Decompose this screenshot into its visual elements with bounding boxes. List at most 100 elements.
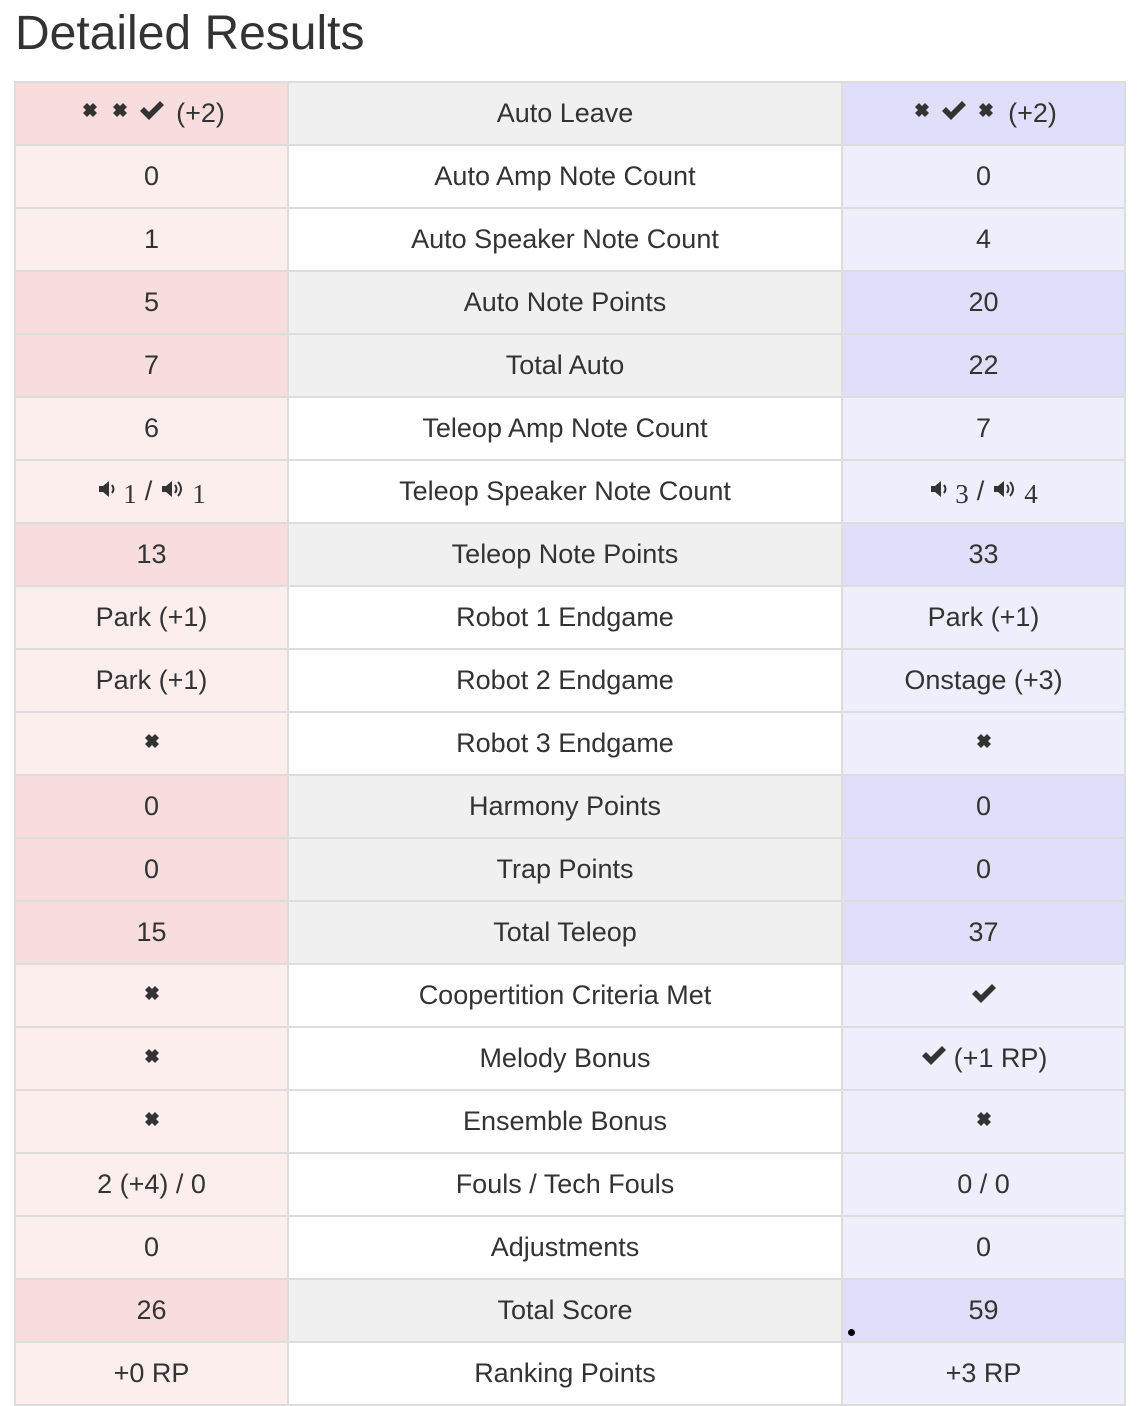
cross-icon [140,1107,164,1138]
page-title: Detailed Results [15,7,365,60]
speaker-unamplified-count: 1 [123,479,137,509]
blue-alliance-cell: 0 [841,1215,1126,1280]
red-alliance-cell: 0 [14,837,289,902]
speaker-amplified-icon [992,476,1020,507]
auto-leave-red-points: (+2) [176,98,225,128]
red-alliance-cell: 0 [14,774,289,839]
blue-alliance-cell: 59 [841,1278,1126,1343]
red-alliance-cell: 13 [14,522,289,587]
red-alliance-cell [14,963,289,1028]
red-alliance-cell [14,1026,289,1091]
cross-icon [140,981,164,1012]
detailed-results-table: (+2) Auto Leave (+2) [14,81,1126,1406]
blue-alliance-cell: (+2) [841,81,1126,146]
blue-alliance-cell: 3 / 4 [841,459,1126,524]
table-row: (+2) Auto Leave (+2) [14,81,1126,146]
cross-icon [140,1044,164,1075]
table-row: Ensemble Bonus [14,1089,1126,1154]
row-label: Harmony Points [287,774,843,839]
row-label: Robot 1 Endgame [287,585,843,650]
blue-alliance-cell: 0 [841,144,1126,209]
row-label: Auto Leave [287,81,843,146]
red-alliance-cell: 2 (+4) / 0 [14,1152,289,1217]
row-label: Fouls / Tech Fouls [287,1152,843,1217]
blue-alliance-cell: 22 [841,333,1126,398]
speaker-amplified-count: 1 [192,479,206,509]
red-alliance-cell: 7 [14,333,289,398]
red-alliance-cell: (+2) [14,81,289,146]
blue-alliance-cell: 0 [841,837,1126,902]
melody-bonus-rp: (+1 RP) [953,1043,1048,1073]
table-row: 5 Auto Note Points 20 [14,270,1126,335]
red-alliance-cell: 15 [14,900,289,965]
blue-alliance-cell [841,1089,1126,1154]
table-row: 26 Total Score 59 [14,1278,1126,1343]
red-alliance-cell: 1 [14,207,289,272]
check-icon [970,981,998,1012]
blue-alliance-cell: 7 [841,396,1126,461]
row-label: Adjustments [287,1215,843,1280]
blue-alliance-cell: Park (+1) [841,585,1126,650]
speaker-unamplified-count: 3 [955,479,969,509]
separator: / [144,476,153,506]
table-row: 0 Auto Amp Note Count 0 [14,144,1126,209]
table-row: Park (+1) Robot 1 Endgame Park (+1) [14,585,1126,650]
row-label: Total Teleop [287,900,843,965]
table-row: 13 Teleop Note Points 33 [14,522,1126,587]
table-row: 15 Total Teleop 37 [14,900,1126,965]
blue-alliance-cell: 4 [841,207,1126,272]
red-alliance-cell: 26 [14,1278,289,1343]
red-alliance-cell: Park (+1) [14,585,289,650]
row-label: Auto Speaker Note Count [287,207,843,272]
cross-icon [972,1107,996,1138]
red-alliance-cell: 1 / 1 [14,459,289,524]
blue-alliance-cell [841,963,1126,1028]
table-row: Melody Bonus (+1 RP) [14,1026,1126,1091]
speaker-amplified-count: 4 [1024,479,1038,509]
cross-icon [108,98,132,129]
row-label: Ranking Points [287,1341,843,1406]
blue-alliance-cell [841,711,1126,776]
red-alliance-cell: 0 [14,1215,289,1280]
row-label: Auto Amp Note Count [287,144,843,209]
row-label: Trap Points [287,837,843,902]
row-label: Robot 2 Endgame [287,648,843,713]
red-alliance-cell [14,1089,289,1154]
red-alliance-cell: 0 [14,144,289,209]
row-label: Ensemble Bonus [287,1089,843,1154]
red-alliance-cell: Park (+1) [14,648,289,713]
speaker-icon [929,476,951,507]
blue-alliance-cell: 0 [841,774,1126,839]
red-alliance-cell: +0 RP [14,1341,289,1406]
blue-alliance-cell: 33 [841,522,1126,587]
cross-icon [78,98,102,129]
cursor-dot [848,1329,855,1336]
row-label: Teleop Speaker Note Count [287,459,843,524]
table-row: 0 Harmony Points 0 [14,774,1126,839]
row-label: Total Auto [287,333,843,398]
blue-alliance-cell: +3 RP [841,1341,1126,1406]
cross-icon [972,729,996,760]
row-label: Robot 3 Endgame [287,711,843,776]
check-icon [138,98,166,129]
blue-alliance-cell: 37 [841,900,1126,965]
blue-alliance-cell: (+1 RP) [841,1026,1126,1091]
row-label: Total Score [287,1278,843,1343]
table-row: 0 Trap Points 0 [14,837,1126,902]
red-alliance-cell: 5 [14,270,289,335]
table-row: 1 Auto Speaker Note Count 4 [14,207,1126,272]
table-row: Coopertition Criteria Met [14,963,1126,1028]
separator: / [976,476,985,506]
blue-alliance-cell: 0 / 0 [841,1152,1126,1217]
red-alliance-cell [14,711,289,776]
row-label: Coopertition Criteria Met [287,963,843,1028]
table-row: +0 RP Ranking Points +3 RP [14,1341,1126,1406]
blue-alliance-cell: Onstage (+3) [841,648,1126,713]
row-label: Teleop Note Points [287,522,843,587]
cross-icon [974,98,998,129]
blue-alliance-cell: 20 [841,270,1126,335]
row-label: Teleop Amp Note Count [287,396,843,461]
table-row: 2 (+4) / 0 Fouls / Tech Fouls 0 / 0 [14,1152,1126,1217]
cross-icon [140,729,164,760]
speaker-amplified-icon [160,476,188,507]
